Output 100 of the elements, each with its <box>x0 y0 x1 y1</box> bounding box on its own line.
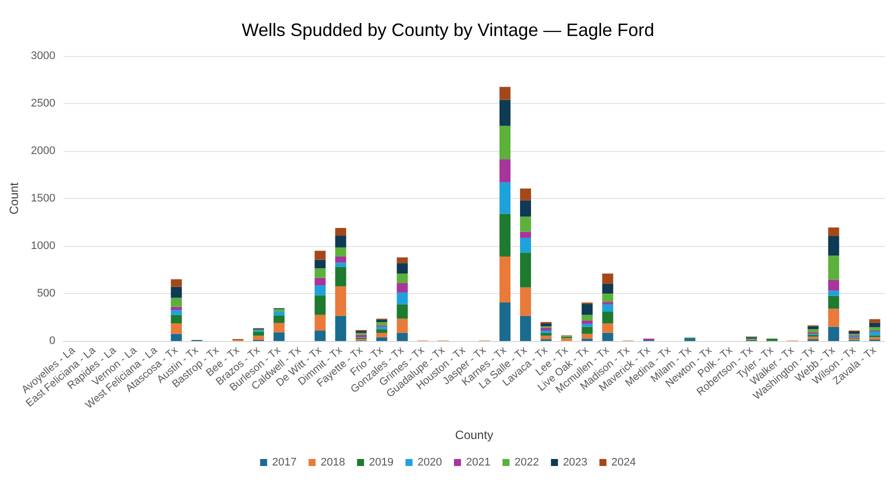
bar <box>376 337 388 341</box>
bar <box>520 200 532 217</box>
bar <box>520 287 532 316</box>
bar <box>828 296 840 309</box>
bar <box>582 320 593 324</box>
bar <box>396 274 408 284</box>
bar <box>582 304 593 315</box>
y-tick-label: 3000 <box>30 50 56 62</box>
bar <box>396 263 408 274</box>
bar <box>808 336 819 340</box>
bar <box>561 338 572 341</box>
bar <box>170 314 182 324</box>
bar <box>582 334 593 339</box>
y-tick-label: 2500 <box>30 98 56 110</box>
legend-label: 2024 <box>611 456 636 468</box>
bar <box>253 332 264 336</box>
bar <box>335 286 346 316</box>
bar <box>314 295 326 315</box>
bar <box>170 279 182 287</box>
legend-label: 2022 <box>514 456 539 468</box>
bar <box>828 308 840 327</box>
bar <box>520 316 532 341</box>
bar <box>582 326 593 334</box>
bar <box>335 256 346 263</box>
bar <box>499 159 510 182</box>
bar <box>808 329 819 332</box>
bar <box>828 290 840 296</box>
y-tick-label: 0 <box>49 335 56 347</box>
bar <box>602 274 614 284</box>
bar <box>828 256 840 280</box>
y-axis-title: Count <box>7 182 21 215</box>
bar <box>869 327 880 331</box>
bar <box>602 284 614 294</box>
bar <box>253 336 264 340</box>
bar <box>376 332 388 338</box>
bar <box>335 228 346 236</box>
chart-title: Wells Spudded by County by Vintage — Eagle Ford <box>242 20 654 40</box>
bar <box>828 236 840 256</box>
bar <box>396 292 408 304</box>
bar <box>540 336 552 340</box>
bar <box>170 306 182 310</box>
bar <box>520 216 532 232</box>
bar <box>520 252 532 288</box>
bar <box>499 126 510 160</box>
bar <box>170 286 182 298</box>
bar <box>396 257 408 264</box>
y-tick-label: 1500 <box>30 192 56 204</box>
y-tick-label: 500 <box>37 288 56 300</box>
bar <box>170 323 182 334</box>
bar <box>602 294 614 302</box>
bar <box>274 309 285 312</box>
bar <box>170 298 182 307</box>
bar <box>869 332 880 336</box>
bar <box>520 232 532 238</box>
bar <box>335 266 346 286</box>
bar <box>602 332 614 341</box>
bar <box>335 316 346 341</box>
legend-label: 2018 <box>320 456 346 468</box>
bar <box>520 238 532 253</box>
bar <box>828 227 840 236</box>
bar <box>396 283 408 293</box>
legend-label: 2019 <box>369 456 394 468</box>
bar <box>170 334 182 341</box>
bar <box>540 323 552 326</box>
bar <box>602 323 614 333</box>
bar <box>499 100 510 126</box>
bar <box>170 310 182 315</box>
bar <box>540 332 552 336</box>
bar <box>540 328 552 331</box>
bar <box>499 182 510 214</box>
bar <box>314 278 326 286</box>
bar <box>376 329 388 333</box>
bar <box>499 256 510 303</box>
bar <box>499 302 510 341</box>
bar <box>828 326 840 341</box>
x-axis-title: County <box>455 428 494 442</box>
bar <box>376 322 388 326</box>
bar <box>828 280 840 291</box>
bar <box>314 285 326 296</box>
bar <box>396 318 408 333</box>
legend-label: 2023 <box>562 456 588 468</box>
bar <box>274 312 285 316</box>
y-tick-label: 1000 <box>30 240 56 252</box>
bar <box>274 315 285 323</box>
bar <box>869 319 880 323</box>
y-tick-label: 2000 <box>30 145 56 157</box>
bar <box>274 322 285 332</box>
bar <box>335 236 346 248</box>
bar <box>602 304 614 312</box>
bar <box>335 262 346 267</box>
bar <box>499 86 510 100</box>
legend-label: 2020 <box>418 456 442 468</box>
bar <box>499 214 510 256</box>
bar <box>335 247 346 256</box>
bar <box>520 188 532 200</box>
bar <box>869 337 880 340</box>
legend-label: 2017 <box>272 456 297 468</box>
bar <box>396 332 408 341</box>
bar <box>314 260 326 268</box>
bar <box>314 268 326 278</box>
